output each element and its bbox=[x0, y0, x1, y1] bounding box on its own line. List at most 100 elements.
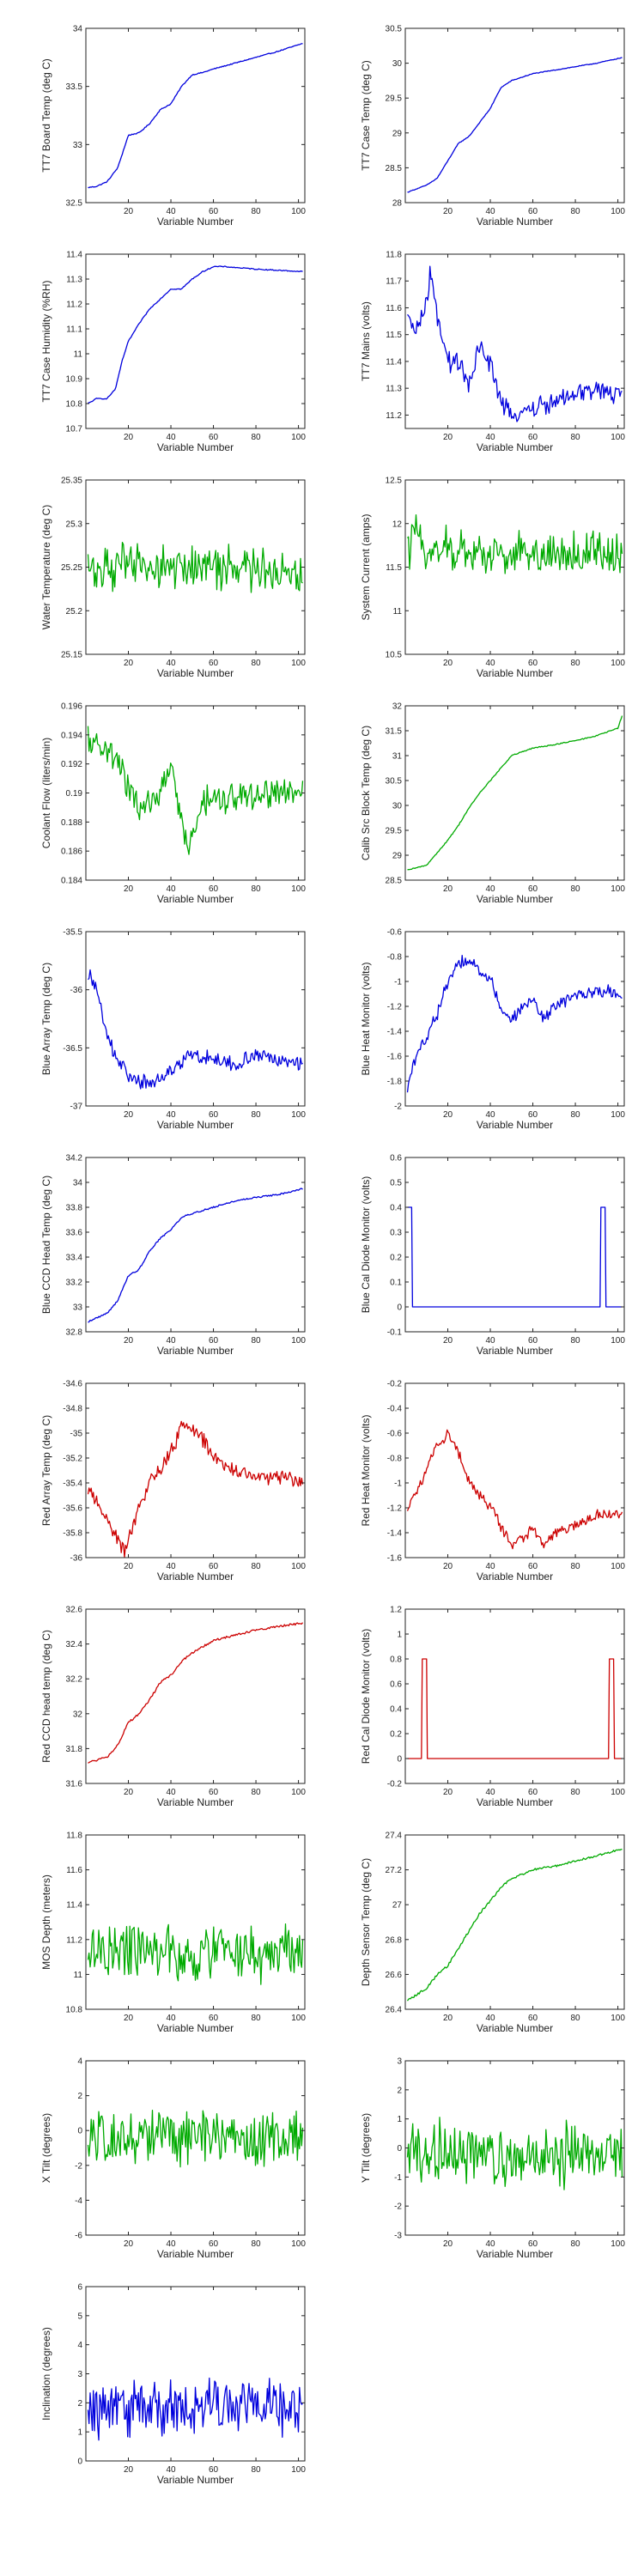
y-tick-label: 11.8 bbox=[66, 1832, 82, 1841]
x-tick-label: 60 bbox=[209, 884, 219, 894]
y-tick-label: 32.8 bbox=[66, 1328, 83, 1338]
y-axis-label: Red Array Temp (deg C) bbox=[40, 1415, 52, 1526]
x-tick-label: 40 bbox=[485, 207, 495, 216]
y-tick-label: -1 bbox=[394, 2173, 402, 2183]
y-tick-label: -2 bbox=[394, 2202, 402, 2212]
y-tick-label: 3 bbox=[397, 2057, 402, 2067]
x-tick-label: 100 bbox=[611, 2239, 625, 2249]
y-tick-label: 10.9 bbox=[66, 375, 83, 385]
x-tick-label: 60 bbox=[209, 1336, 219, 1346]
y-tick-label: 29 bbox=[392, 129, 403, 138]
y-axis-label: Inclination (degrees) bbox=[40, 2327, 52, 2421]
y-tick-label: 10.8 bbox=[66, 400, 83, 410]
y-tick-label: 0.192 bbox=[61, 760, 82, 769]
y-tick-label: 2 bbox=[77, 2399, 82, 2409]
x-axis-label: Variable Number bbox=[157, 1796, 234, 1808]
chart-14: 20 40 60 80 100 -1.6 -1.4 -1.2 -1 -0.8 -0.6 -0.4 -0.… bbox=[360, 1380, 625, 1583]
y-tick-label: 0.184 bbox=[61, 877, 82, 886]
x-tick-label: 80 bbox=[570, 433, 580, 442]
series-line bbox=[406, 955, 623, 1093]
x-tick-label: 20 bbox=[443, 2014, 453, 2023]
y-axis-label: Red Heat Monitor (volts) bbox=[360, 1414, 372, 1526]
y-tick-label: 1.2 bbox=[390, 1606, 402, 1615]
chart-5: 20 40 60 80 100 25.15 25.2 25.25 25.3 25.35 Variab… bbox=[40, 477, 306, 680]
y-tick-label: -1.2 bbox=[387, 1003, 403, 1012]
axes-frame bbox=[85, 1608, 306, 1784]
x-tick-label: 20 bbox=[124, 207, 134, 216]
y-tick-label: 1 bbox=[77, 2428, 82, 2438]
y-axis-label: X Tilt (degrees) bbox=[40, 2113, 52, 2183]
axes-frame bbox=[85, 705, 306, 881]
y-tick-label: -37 bbox=[70, 1103, 83, 1112]
x-axis-label: Variable Number bbox=[157, 1345, 234, 1357]
x-tick-label: 80 bbox=[251, 2014, 261, 2023]
x-tick-label: 60 bbox=[209, 2239, 219, 2249]
y-tick-label: 0.6 bbox=[390, 1680, 402, 1690]
axes-frame bbox=[404, 1608, 625, 1784]
y-tick-label: -36.5 bbox=[63, 1044, 82, 1054]
series-line bbox=[88, 1188, 303, 1323]
y-tick-label: 33 bbox=[73, 1303, 83, 1313]
y-tick-label: -0.1 bbox=[387, 1328, 403, 1338]
y-tick-label: 27.2 bbox=[386, 1866, 403, 1875]
y-tick-label: 32.4 bbox=[66, 1640, 83, 1649]
y-axis-label: Water Temperature (deg C) bbox=[40, 505, 52, 629]
x-tick-label: 100 bbox=[291, 207, 306, 216]
y-tick-label: 26.4 bbox=[386, 2006, 403, 2015]
x-tick-label: 100 bbox=[611, 1110, 625, 1120]
series-line bbox=[87, 2109, 304, 2168]
y-tick-label: 1 bbox=[397, 1631, 402, 1640]
x-tick-label: 40 bbox=[485, 1110, 495, 1120]
y-tick-label: 33.6 bbox=[66, 1229, 83, 1238]
x-tick-label: 100 bbox=[611, 1788, 625, 1797]
x-tick-label: 60 bbox=[528, 1110, 538, 1120]
y-tick-label: 0.4 bbox=[390, 1705, 402, 1715]
x-tick-label: 100 bbox=[291, 1788, 306, 1797]
x-tick-label: 100 bbox=[611, 2014, 625, 2023]
x-tick-label: 60 bbox=[528, 2239, 538, 2249]
y-tick-label: -3 bbox=[394, 2232, 402, 2241]
y-tick-label: 2 bbox=[397, 2086, 402, 2095]
x-tick-label: 20 bbox=[443, 659, 453, 668]
y-tick-label: -1.4 bbox=[387, 1529, 403, 1539]
y-tick-label: 11.4 bbox=[386, 357, 402, 367]
y-tick-label: 31 bbox=[392, 752, 403, 762]
x-tick-label: 20 bbox=[124, 2465, 134, 2475]
y-tick-label: 0 bbox=[397, 1755, 402, 1765]
y-tick-label: 31.6 bbox=[66, 1780, 83, 1789]
chart-11: 20 40 60 80 100 32.8 33 33.2 33.4 33.6 33.8 34 34.2 V… bbox=[40, 1154, 306, 1358]
y-axis-label: Coolant Flow (liters/min) bbox=[40, 738, 52, 848]
x-tick-label: 80 bbox=[570, 1788, 580, 1797]
x-tick-label: 100 bbox=[291, 433, 306, 442]
y-tick-label: 31.8 bbox=[66, 1745, 83, 1754]
series-line bbox=[406, 1429, 623, 1550]
y-tick-label: -1.6 bbox=[387, 1053, 403, 1062]
y-tick-label: 28.5 bbox=[386, 164, 403, 173]
y-tick-label: -1 bbox=[394, 978, 402, 987]
y-tick-label: 4 bbox=[77, 2341, 82, 2350]
y-tick-label: -35 bbox=[70, 1430, 83, 1439]
y-tick-label: 5 bbox=[77, 2312, 82, 2321]
axes-frame bbox=[404, 705, 625, 881]
x-tick-label: 20 bbox=[124, 433, 134, 442]
y-tick-label: 28.5 bbox=[386, 877, 403, 886]
y-tick-label: 30.5 bbox=[386, 777, 403, 787]
x-axis-label: Variable Number bbox=[157, 893, 234, 905]
y-tick-label: 25.35 bbox=[61, 477, 82, 486]
x-tick-label: 60 bbox=[528, 207, 538, 216]
y-tick-label: 0.8 bbox=[390, 1656, 402, 1665]
x-tick-label: 60 bbox=[209, 1788, 219, 1797]
chart-16: 20 40 60 80 100 -0.2 0 0.2 0.4 0.6 0.8 1 1.2 Variable… bbox=[360, 1606, 625, 1809]
x-tick-label: 100 bbox=[291, 1336, 306, 1346]
axes-frame bbox=[85, 1834, 306, 2010]
axes-frame bbox=[85, 2286, 306, 2462]
y-axis-label: TT7 Case Humidity (%RH) bbox=[40, 280, 52, 402]
chart-19: 20 40 60 80 100 -6 -4 -2 0 2 4 Variable Number X Til… bbox=[40, 2057, 306, 2261]
y-axis-label: Blue CCD Head Temp (deg C) bbox=[40, 1176, 52, 1314]
y-tick-label: 33.5 bbox=[66, 82, 83, 92]
x-tick-label: 100 bbox=[291, 2239, 306, 2249]
axes-frame bbox=[85, 1382, 306, 1558]
x-tick-label: 100 bbox=[611, 884, 625, 894]
y-tick-label: -1.6 bbox=[387, 1554, 403, 1564]
